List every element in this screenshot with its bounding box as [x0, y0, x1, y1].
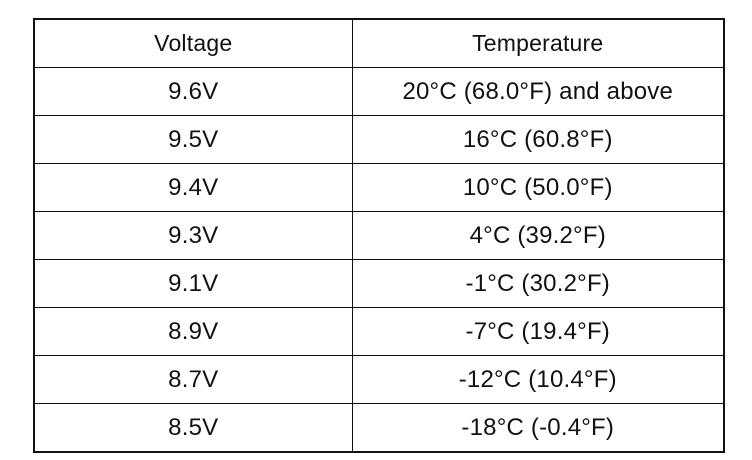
temperature-cell: -18°C (-0.4°F) — [351, 403, 725, 453]
temperature-cell: 20°C (68.0°F) and above — [351, 67, 725, 116]
voltage-cell: 9.1V — [33, 259, 353, 308]
voltage-temperature-table: Voltage Temperature 9.6V 20°C (68.0°F) a… — [33, 18, 725, 453]
table-row: 9.3V 4°C (39.2°F) — [33, 211, 725, 260]
voltage-cell: 8.9V — [33, 307, 353, 356]
temperature-cell: -1°C (30.2°F) — [351, 259, 725, 308]
table-row: 9.1V -1°C (30.2°F) — [33, 259, 725, 308]
table-header-row: Voltage Temperature — [33, 18, 725, 68]
voltage-cell: 9.3V — [33, 211, 353, 260]
voltage-cell: 8.7V — [33, 355, 353, 404]
temperature-cell: -7°C (19.4°F) — [351, 307, 725, 356]
temperature-cell: -12°C (10.4°F) — [351, 355, 725, 404]
table-row: 9.4V 10°C (50.0°F) — [33, 163, 725, 212]
temperature-column-header: Temperature — [351, 18, 725, 68]
voltage-cell: 9.4V — [33, 163, 353, 212]
voltage-temperature-table-container: Voltage Temperature 9.6V 20°C (68.0°F) a… — [33, 18, 725, 453]
table-row: 9.5V 16°C (60.8°F) — [33, 115, 725, 164]
temperature-cell: 10°C (50.0°F) — [351, 163, 725, 212]
voltage-cell: 8.5V — [33, 403, 353, 453]
voltage-cell: 9.6V — [33, 67, 353, 116]
temperature-cell: 4°C (39.2°F) — [351, 211, 725, 260]
temperature-cell: 16°C (60.8°F) — [351, 115, 725, 164]
voltage-column-header: Voltage — [33, 18, 353, 68]
table-row: 8.5V -18°C (-0.4°F) — [33, 403, 725, 453]
voltage-cell: 9.5V — [33, 115, 353, 164]
table-row: 8.9V -7°C (19.4°F) — [33, 307, 725, 356]
table-row: 8.7V -12°C (10.4°F) — [33, 355, 725, 404]
table-row: 9.6V 20°C (68.0°F) and above — [33, 67, 725, 116]
